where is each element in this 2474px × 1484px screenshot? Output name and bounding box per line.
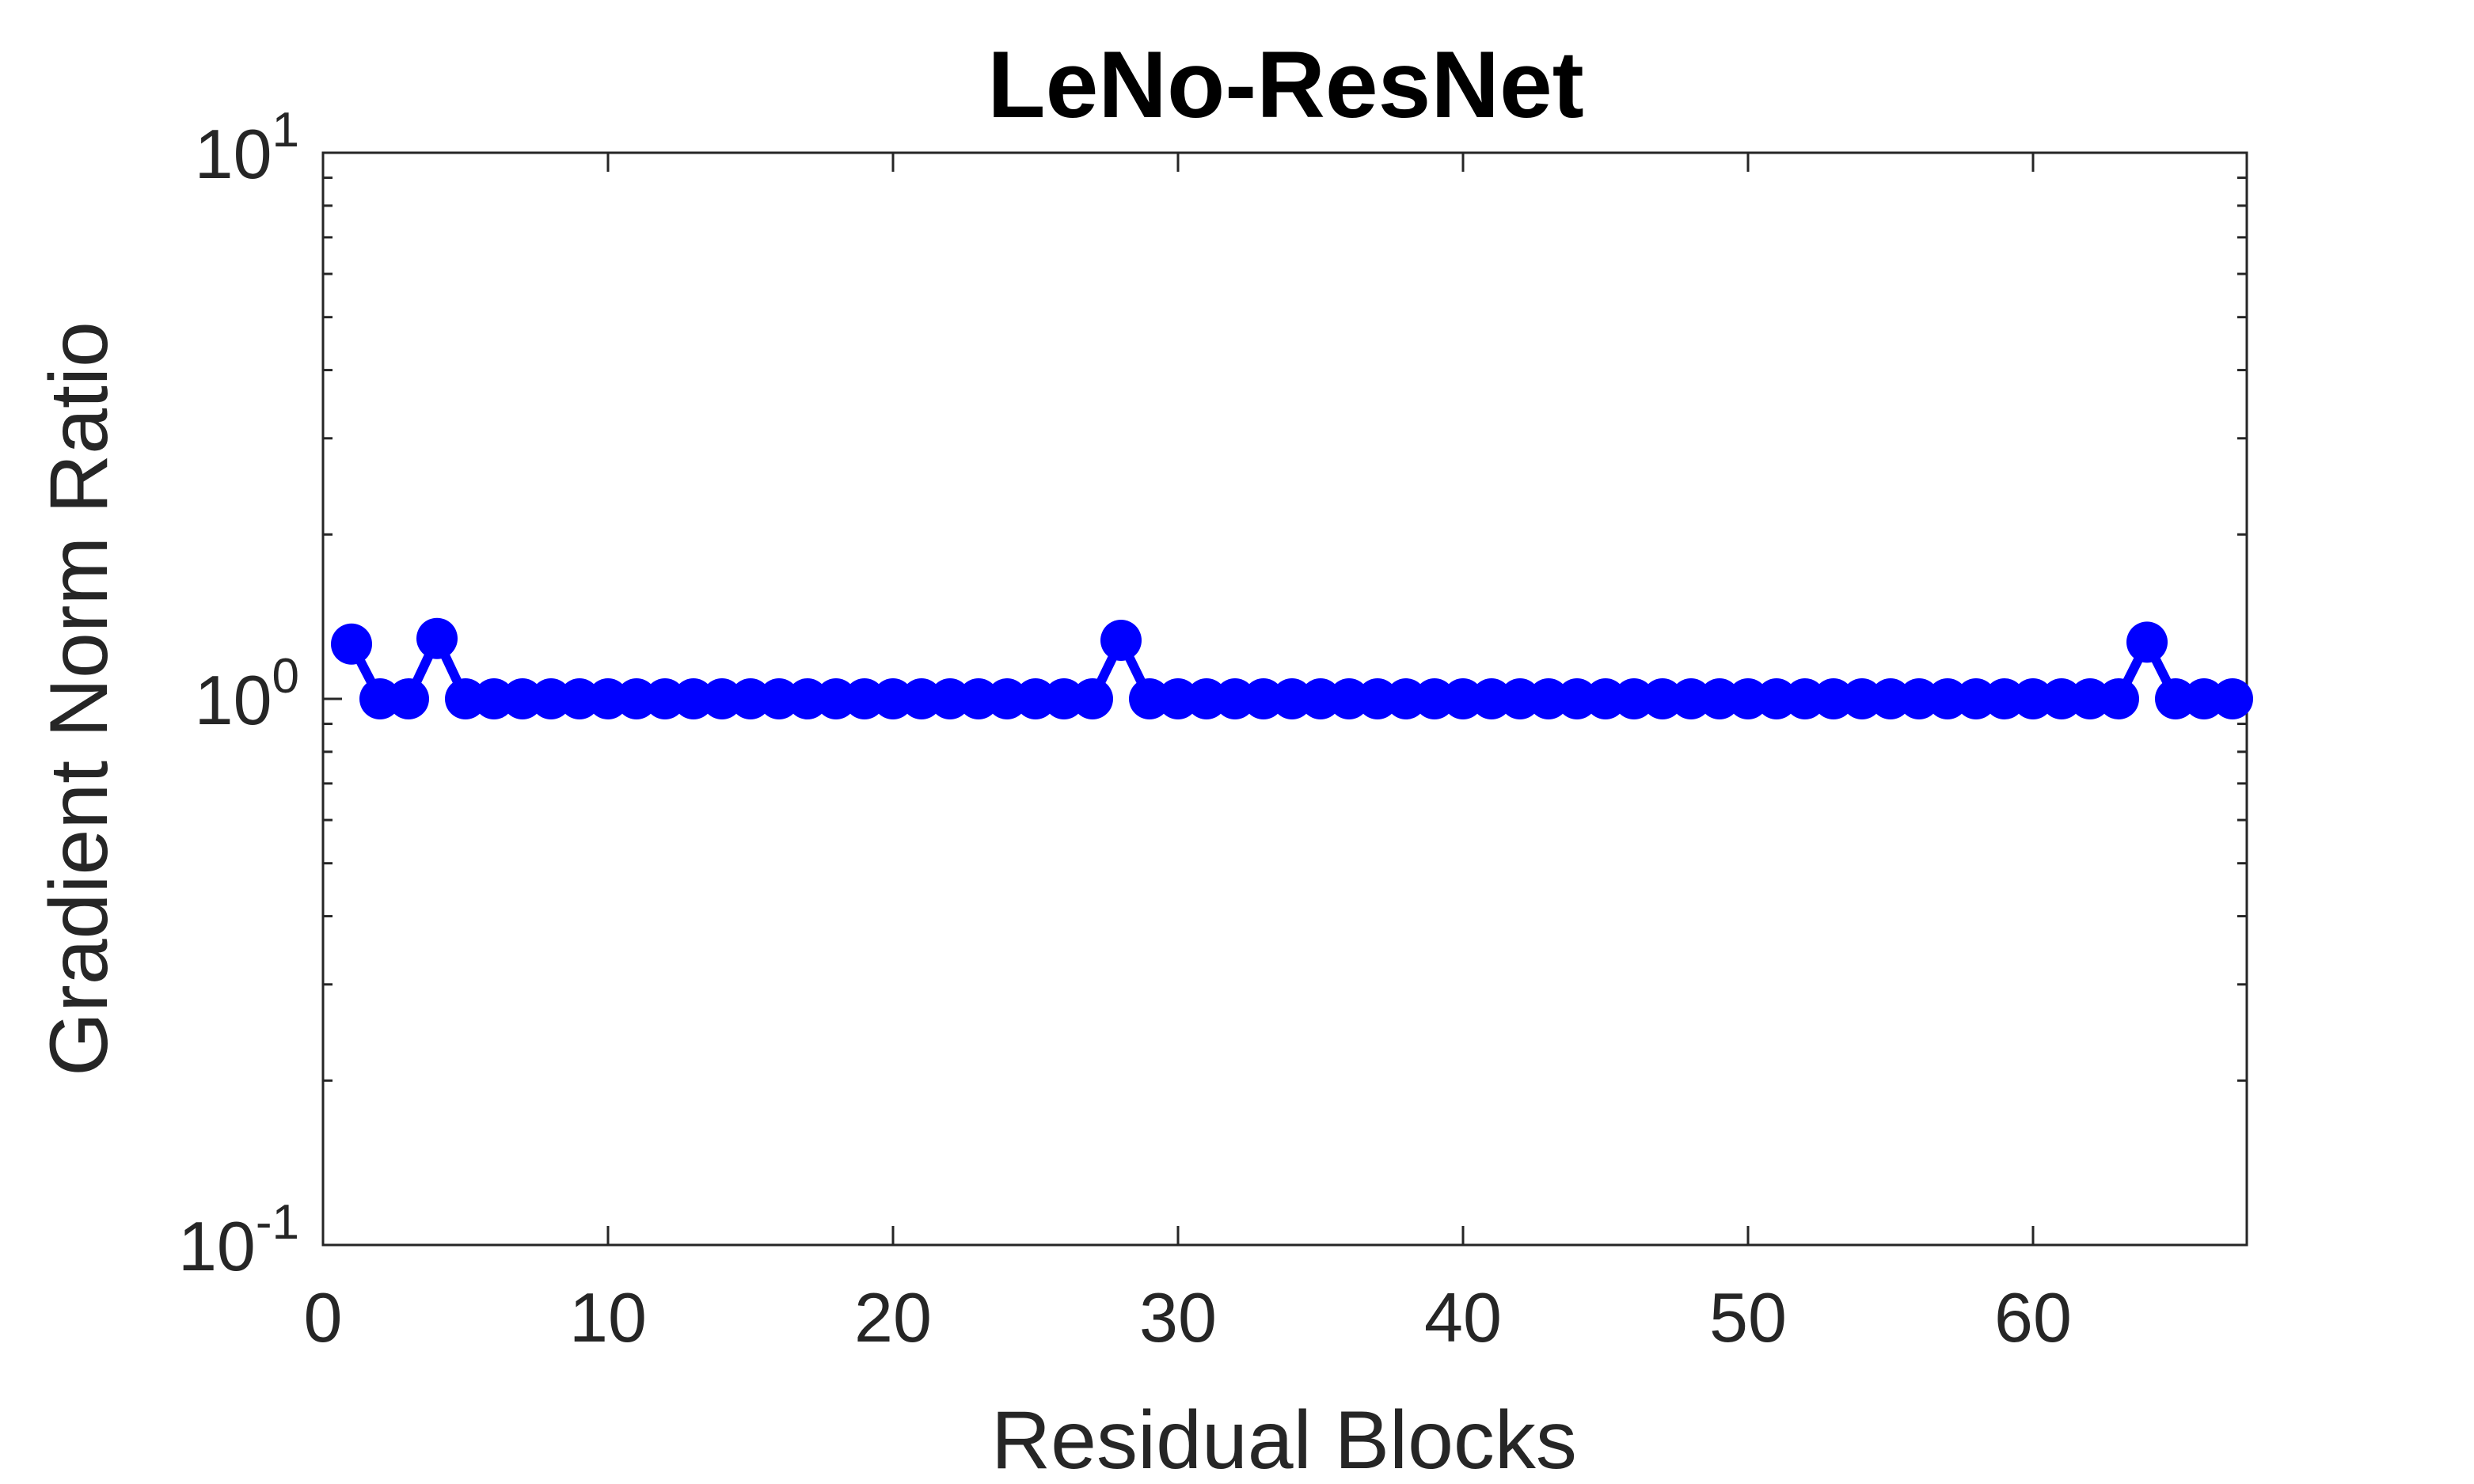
data-point xyxy=(1414,678,1455,719)
data-point xyxy=(1214,678,1256,719)
data-point xyxy=(473,678,515,719)
y-tick-label-base: 10 xyxy=(195,115,272,193)
data-point xyxy=(2069,678,2111,719)
y-tick-label: 101 xyxy=(195,103,299,193)
data-point xyxy=(1756,678,1797,719)
x-tick-label: 30 xyxy=(1139,1278,1217,1357)
data-point xyxy=(1499,678,1541,719)
y-tick-label-exponent: 1 xyxy=(272,103,299,158)
data-point xyxy=(359,678,401,719)
y-axis-label: Gradient Norm Ratio xyxy=(33,321,125,1076)
data-point xyxy=(1300,678,1341,719)
data-point xyxy=(1784,678,1826,719)
data-point xyxy=(1442,678,1484,719)
data-point xyxy=(644,678,686,719)
y-tick-label-exponent: 0 xyxy=(272,649,299,704)
data-point xyxy=(1328,678,1370,719)
chart-title: LeNo-ResNet xyxy=(987,32,1583,138)
data-point xyxy=(1984,678,2025,719)
data-point xyxy=(2183,678,2225,719)
x-tick-label: 60 xyxy=(1994,1278,2072,1357)
data-point xyxy=(1955,678,1997,719)
data-point xyxy=(1243,678,1284,719)
data-point xyxy=(1927,678,1968,719)
data-point xyxy=(1727,678,1769,719)
data-point xyxy=(1015,678,1056,719)
y-tick-label: 10-1 xyxy=(178,1195,299,1285)
series-layer xyxy=(331,617,2253,719)
data-point xyxy=(2126,621,2168,663)
x-tick-label: 50 xyxy=(1709,1278,1787,1357)
data-point xyxy=(673,678,714,719)
data-point xyxy=(1072,678,1113,719)
data-point xyxy=(758,678,800,719)
data-point xyxy=(1100,620,1142,662)
data-point xyxy=(2012,678,2054,719)
data-point xyxy=(815,678,857,719)
x-tick-label: 0 xyxy=(304,1278,343,1357)
data-point xyxy=(1186,678,1227,719)
x-axis-ticks: 0 10 20 30 40 50 60 xyxy=(304,153,2072,1357)
data-point xyxy=(701,678,743,719)
data-point xyxy=(1357,678,1398,719)
y-tick-label-base: 10 xyxy=(195,661,272,739)
data-point xyxy=(388,678,429,719)
data-point xyxy=(445,678,486,719)
data-point xyxy=(1043,678,1085,719)
data-point xyxy=(1642,678,1683,719)
x-tick-label: 10 xyxy=(569,1278,647,1357)
x-tick-label: 40 xyxy=(1424,1278,1502,1357)
data-point xyxy=(1556,678,1598,719)
data-point xyxy=(1271,678,1313,719)
data-point xyxy=(1129,678,1170,719)
data-point xyxy=(958,678,999,719)
data-point xyxy=(1157,678,1199,719)
data-point xyxy=(416,617,458,659)
data-point xyxy=(986,678,1028,719)
y-tick-label-base: 10 xyxy=(178,1207,256,1285)
data-point xyxy=(502,678,543,719)
data-point xyxy=(787,678,828,719)
data-point xyxy=(1699,678,1740,719)
x-axis-label: Residual Blocks xyxy=(991,1395,1577,1484)
y-tick-label: 100 xyxy=(195,649,299,739)
data-point xyxy=(1898,678,1940,719)
data-point xyxy=(1670,678,1712,719)
data-point xyxy=(331,623,372,665)
data-point xyxy=(2155,678,2196,719)
data-point xyxy=(2212,678,2253,719)
data-point xyxy=(901,678,942,719)
data-point xyxy=(1385,678,1427,719)
data-point xyxy=(929,678,971,719)
data-point xyxy=(1585,678,1626,719)
data-point xyxy=(2098,678,2139,719)
data-point xyxy=(1471,678,1512,719)
data-point xyxy=(1813,678,1854,719)
data-point xyxy=(616,678,657,719)
data-point xyxy=(1613,678,1655,719)
data-point xyxy=(730,678,771,719)
data-point xyxy=(844,678,885,719)
y-tick-label-exponent: -1 xyxy=(256,1195,299,1250)
data-point xyxy=(872,678,914,719)
data-point xyxy=(587,678,629,719)
data-point xyxy=(559,678,600,719)
data-point xyxy=(2041,678,2082,719)
data-point xyxy=(1841,678,1883,719)
x-tick-label: 20 xyxy=(854,1278,932,1357)
data-point xyxy=(1528,678,1569,719)
data-point xyxy=(530,678,572,719)
data-point xyxy=(1870,678,1911,719)
